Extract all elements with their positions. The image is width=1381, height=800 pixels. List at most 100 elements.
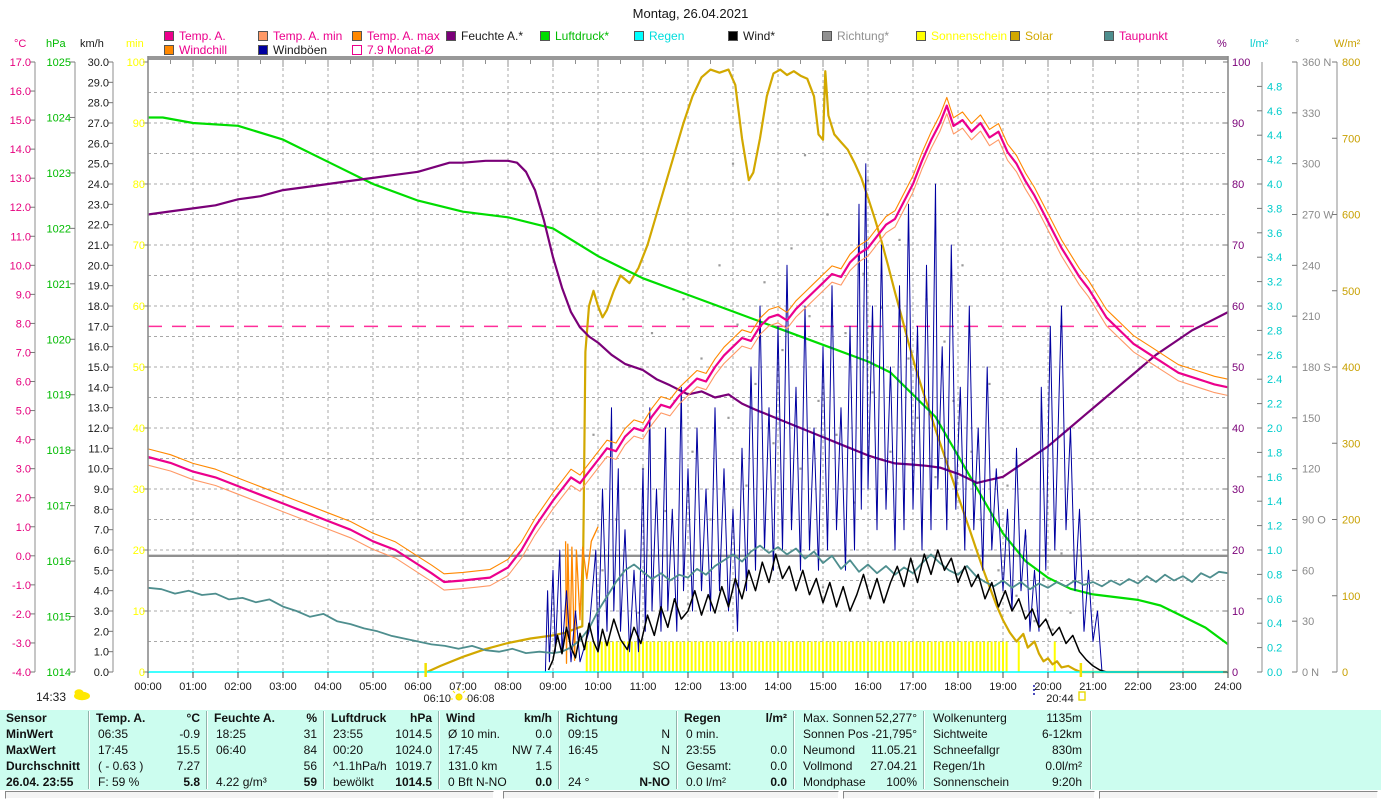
table-value: 0.0 [770, 759, 787, 773]
tick-label: 20.0 [88, 260, 109, 272]
legend-item-regen[interactable]: Regen [634, 29, 684, 43]
tick-label: -4.0 [12, 667, 31, 679]
legend-item-windb-en[interactable]: Windböen [258, 43, 327, 57]
tick-label: 100 [127, 57, 145, 69]
legend-item-solar[interactable]: Solar [1010, 29, 1053, 43]
table-value: 59 [303, 775, 317, 789]
series-richtung [1069, 611, 1072, 614]
legend-item-temp-a-min[interactable]: Temp. A. min [258, 29, 342, 43]
tick-label: 1025 [47, 57, 71, 69]
series-richtung [821, 586, 825, 589]
tick-label: 1024 [47, 112, 71, 124]
series-sonnenschein [896, 641, 899, 672]
series-richtung [686, 603, 690, 606]
legend-swatch-icon [164, 44, 174, 55]
tick-label: 14.0 [88, 382, 109, 394]
tick-label: 120 [1302, 464, 1320, 476]
legend-item-sonnenschein[interactable]: Sonnenschein [916, 29, 1007, 43]
legend-item-temp-a-max[interactable]: Temp. A. max [352, 29, 440, 43]
legend-item-temp-a-[interactable]: Temp. A. [164, 29, 226, 43]
table-cell: 16:45 [568, 743, 599, 757]
legend-item-luftdruck-[interactable]: Luftdruck* [540, 29, 609, 43]
legend-item-richtung-[interactable]: Richtung* [822, 29, 889, 43]
series-richtung [745, 484, 748, 487]
tick-label: 14:00 [764, 681, 792, 693]
tick-label: 300 [1302, 159, 1320, 171]
series-sonnenschein [780, 641, 783, 672]
legend-swatch-icon [352, 30, 362, 41]
series-sonnenschein [675, 641, 678, 672]
table-value: N [661, 743, 670, 757]
tick-label: 90 O [1302, 515, 1326, 527]
table-value: 0.0l/m² [1045, 759, 1082, 773]
tick-label: 22.0 [88, 220, 109, 232]
tick-label: 60 [133, 301, 145, 313]
series-sonnenschein [784, 641, 787, 672]
legend-item-taupunkt[interactable]: Taupunkt [1104, 29, 1168, 43]
series-sonnenschein [593, 641, 596, 672]
legend-item-wind-[interactable]: Wind* [728, 29, 775, 43]
tick-label: 270 W [1302, 210, 1334, 222]
tick-label: 13:00 [719, 681, 747, 693]
tick-label: 1.0 [1267, 545, 1282, 557]
table-value: NW 7.4 [511, 743, 552, 757]
tick-label: 15:00 [809, 681, 837, 693]
table-divider [438, 711, 440, 789]
table-cell: 0 Bft N-NO [448, 775, 507, 789]
series-sonnenschein [911, 641, 914, 672]
series-sonnenschein [893, 641, 896, 672]
tick-label: 1.8 [1267, 447, 1282, 459]
legend-item-feuchte-a-[interactable]: Feuchte A.* [446, 28, 524, 43]
series-richtung [614, 518, 618, 521]
table-cell: Max. Sonnen [803, 711, 874, 725]
col-header: Feuchte A. [214, 711, 275, 725]
tick-label: 20 [1232, 545, 1244, 557]
series-sonnenschein [915, 641, 918, 672]
series-richtung [709, 518, 712, 521]
tick-label: 2.2 [1267, 399, 1282, 411]
tick-label: 0 [139, 667, 145, 679]
series-sonnenschein [953, 641, 956, 672]
tick-label: 70 [133, 240, 145, 252]
series-sonnenschein [889, 641, 892, 672]
legend-label: Feuchte A.* [461, 28, 524, 43]
series-sonnenschein [803, 641, 806, 672]
tick-label: 17:00 [899, 681, 927, 693]
legend-swatch-icon [446, 30, 456, 41]
series-sonnenschein [979, 641, 982, 672]
axis-unit-pct: % [1217, 38, 1227, 50]
row-label: MaxWert [6, 743, 56, 757]
series-sonnenschein [986, 641, 989, 672]
tick-label: 6.0 [94, 545, 109, 557]
series-sonnenschein [619, 641, 622, 672]
tick-label: 3.6 [1267, 228, 1282, 240]
series-sonnenschein [671, 641, 674, 672]
series-sonnenschein [870, 641, 873, 672]
axis-unit-deg: ° [1295, 38, 1300, 50]
tick-label: 10.0 [10, 260, 31, 272]
tick-label: 11:00 [630, 681, 657, 693]
col-header: Regen [684, 711, 721, 725]
series-richtung [961, 264, 964, 267]
series-richtung [970, 450, 973, 453]
series-sonnenschein [735, 641, 738, 672]
sun-ray [462, 690, 466, 694]
legend-item-windchill[interactable]: Windchill [164, 43, 227, 57]
series-sonnenschein [949, 641, 952, 672]
series-sonnenschein [956, 641, 959, 672]
table-value: 1014.5 [395, 775, 432, 789]
series-sonnenschein [600, 641, 603, 672]
series-richtung [628, 365, 631, 369]
tick-label: 0.0 [1267, 667, 1282, 679]
series-sonnenschein [851, 641, 854, 672]
legend-item-7-9-monat-[interactable]: 7.9 Monat-Ø [352, 43, 434, 57]
table-value: 0.0 [770, 743, 787, 757]
tick-label: 19.0 [88, 281, 109, 293]
table-value: 1019.7 [395, 759, 432, 773]
table-value: 11.05.21 [871, 743, 917, 757]
tick-label: 12.0 [10, 202, 31, 214]
series-richtung [898, 238, 901, 242]
tick-label: 4.0 [16, 435, 31, 447]
tick-label: 10.0 [88, 464, 109, 476]
tick-label: 150 [1302, 413, 1320, 425]
